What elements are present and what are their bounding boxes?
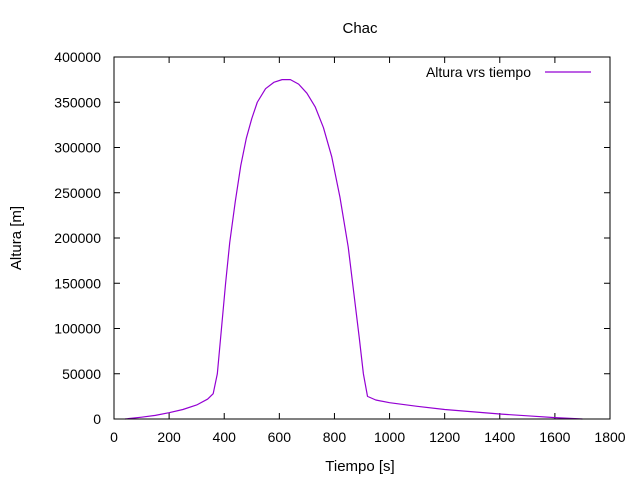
x-tick-label: 200 — [157, 429, 181, 445]
legend-label: Altura vrs tiempo — [426, 64, 531, 80]
y-tick-label: 400000 — [54, 49, 101, 65]
chart-title: Chac — [342, 20, 378, 37]
x-axis-label: Tiempo [s] — [325, 458, 394, 475]
y-tick-label: 300000 — [54, 140, 101, 156]
y-tick-label: 350000 — [54, 94, 101, 110]
y-tick-label: 150000 — [54, 275, 101, 291]
x-tick-label: 1400 — [484, 429, 515, 445]
y-tick-label: 200000 — [54, 230, 101, 246]
x-tick-label: 1200 — [429, 429, 460, 445]
series-line — [124, 79, 583, 420]
x-tick-label: 0 — [110, 429, 118, 445]
y-tick-label: 100000 — [54, 321, 101, 337]
plot-area — [124, 79, 583, 420]
x-tick-label: 1000 — [374, 429, 405, 445]
x-tick-label: 400 — [213, 429, 237, 445]
x-tick-label: 600 — [268, 429, 292, 445]
legend: Altura vrs tiempo — [426, 64, 591, 80]
axis-ticks: 0 200 400 600 800 1000 1200 1400 1600 1800 0 50000 1… — [54, 49, 625, 445]
x-tick-label: 800 — [323, 429, 347, 445]
plot-frame — [113, 56, 611, 420]
y-tick-label: 250000 — [54, 185, 101, 201]
x-tick-label: 1800 — [594, 429, 625, 445]
x-tick-label: 1600 — [539, 429, 570, 445]
y-tick-label: 50000 — [62, 366, 101, 382]
y-tick-label: 0 — [93, 411, 101, 427]
y-axis-label: Altura [m] — [8, 206, 25, 270]
